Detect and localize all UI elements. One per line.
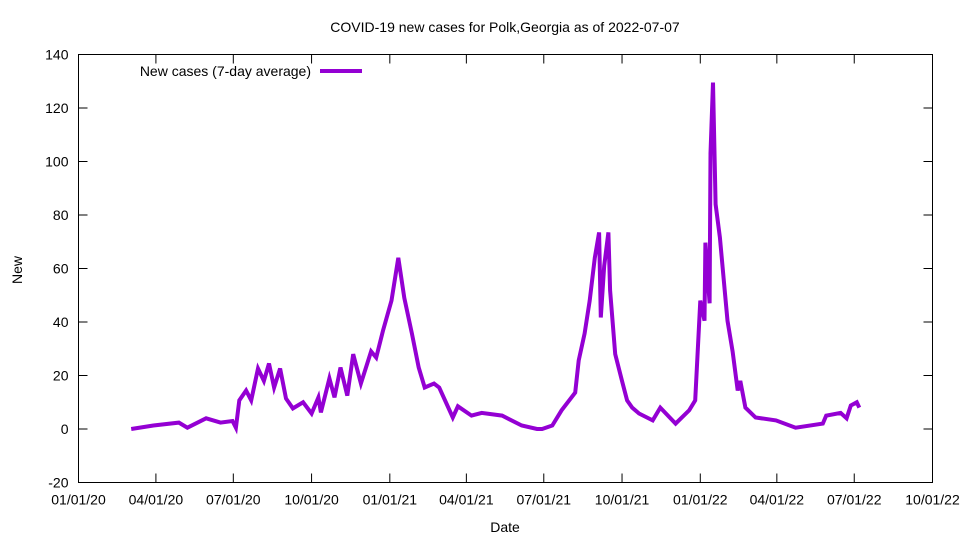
x-tick-label: 04/01/21 (439, 492, 494, 508)
x-tick-label: 01/01/20 (51, 492, 106, 508)
y-tick-label: 40 (53, 314, 69, 330)
x-tick-label: 04/01/22 (750, 492, 805, 508)
y-tick-label: 120 (45, 100, 69, 116)
y-tick-label: 100 (45, 154, 69, 170)
series-line-new-cases (131, 83, 859, 429)
y-tick-label: 0 (61, 421, 69, 437)
x-tick-label: 07/01/20 (206, 492, 261, 508)
x-tick-label: 07/01/22 (827, 492, 882, 508)
y-tick-label: -20 (48, 475, 68, 491)
y-axis-label: New (9, 255, 25, 284)
y-tick-label: 20 (53, 368, 69, 384)
x-axis-label: Date (490, 519, 520, 535)
legend-label: New cases (7-day average) (140, 63, 311, 79)
x-tick-label: 10/01/20 (284, 492, 339, 508)
x-tick-label: 10/01/21 (595, 492, 650, 508)
x-axis: 01/01/20 04/01/20 07/01/20 10/01/20 01/01/21… (51, 55, 960, 508)
x-tick-label: 07/01/21 (517, 492, 572, 508)
y-tick-label: 80 (53, 207, 69, 223)
x-tick-label: 04/01/20 (129, 492, 184, 508)
x-tick-label: 01/01/21 (363, 492, 418, 508)
legend: New cases (7-day average) (140, 63, 362, 79)
y-tick-label: 60 (53, 261, 69, 277)
x-tick-label: 10/01/22 (905, 492, 960, 508)
chart-title: COVID-19 new cases for Polk,Georgia as o… (330, 19, 680, 35)
x-tick-label: 01/01/22 (673, 492, 728, 508)
y-tick-label: 140 (45, 47, 69, 63)
